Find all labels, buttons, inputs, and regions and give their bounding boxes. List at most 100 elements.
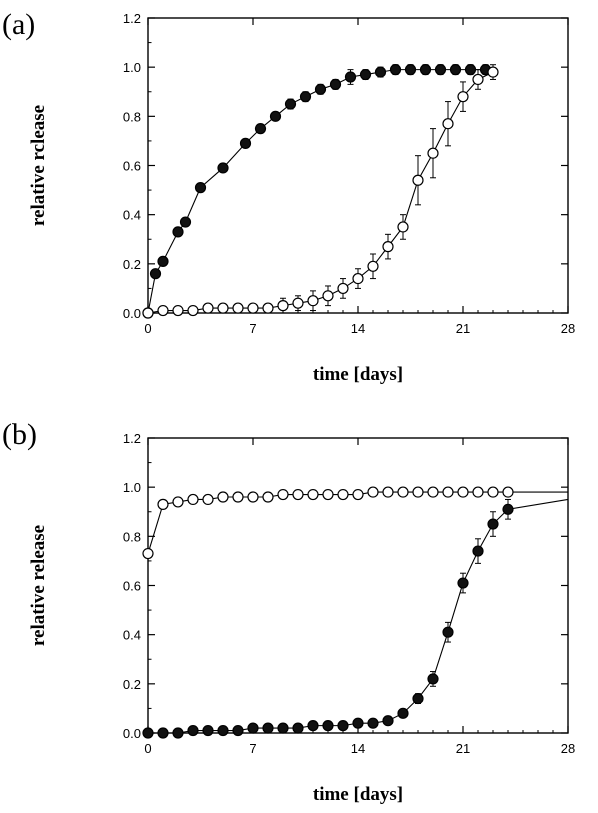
data-point bbox=[344, 71, 357, 83]
y-axis-title: relative rclease bbox=[28, 105, 49, 226]
data-point bbox=[412, 174, 424, 186]
series-open-circle-0 bbox=[142, 486, 568, 560]
data-point bbox=[292, 722, 304, 734]
data-point bbox=[299, 91, 312, 103]
data-point bbox=[367, 260, 379, 272]
data-point bbox=[487, 486, 499, 498]
x-axis-title: time [days] bbox=[313, 784, 403, 805]
data-point bbox=[352, 272, 364, 285]
data-point bbox=[157, 498, 169, 510]
data-point bbox=[472, 545, 484, 557]
data-point bbox=[442, 118, 454, 130]
y-tick-label: 0.8 bbox=[123, 529, 141, 544]
data-point bbox=[269, 110, 282, 122]
y-tick-label: 0.2 bbox=[123, 677, 141, 692]
data-point bbox=[247, 302, 259, 314]
data-point bbox=[397, 707, 409, 719]
data-point bbox=[187, 724, 199, 737]
y-tick-label: 0.4 bbox=[123, 208, 141, 223]
data-point bbox=[427, 486, 439, 498]
data-point bbox=[382, 486, 394, 498]
data-point bbox=[277, 722, 289, 734]
data-point bbox=[329, 78, 342, 90]
data-point bbox=[412, 692, 424, 705]
data-point bbox=[502, 486, 514, 498]
data-point bbox=[232, 724, 244, 737]
data-point bbox=[457, 486, 469, 498]
data-point bbox=[202, 724, 214, 737]
data-point bbox=[502, 503, 514, 515]
y-tick-label: 0.2 bbox=[123, 257, 141, 272]
data-point bbox=[397, 486, 409, 498]
y-tick-label: 1.2 bbox=[123, 431, 141, 446]
data-point bbox=[247, 722, 259, 734]
data-point bbox=[487, 518, 499, 530]
data-point bbox=[254, 123, 267, 135]
data-point bbox=[277, 488, 289, 501]
data-point bbox=[232, 302, 244, 314]
data-point bbox=[247, 491, 259, 503]
data-point bbox=[142, 307, 154, 319]
x-tick-label: 0 bbox=[144, 741, 151, 756]
data-point bbox=[404, 64, 417, 76]
data-point bbox=[397, 221, 409, 233]
x-tick-label: 7 bbox=[249, 741, 256, 756]
data-point bbox=[322, 720, 334, 732]
data-point bbox=[262, 722, 274, 734]
y-tick-label: 1.0 bbox=[123, 480, 141, 495]
data-point bbox=[239, 137, 252, 149]
data-point bbox=[217, 724, 229, 737]
data-point bbox=[472, 73, 484, 86]
x-tick-label: 14 bbox=[351, 741, 365, 756]
x-tick-label: 7 bbox=[249, 321, 256, 336]
data-point bbox=[352, 717, 364, 729]
data-point bbox=[187, 493, 199, 506]
y-tick-label: 0.8 bbox=[123, 109, 141, 124]
data-point bbox=[217, 302, 229, 314]
chart-panel-a: 0 7 14 21 28 0.0 0.2 0.4 0.6 0.8 1.0 1.2 time [days]… bbox=[28, 11, 575, 385]
data-point bbox=[337, 720, 349, 732]
data-point bbox=[367, 717, 379, 729]
panel-label-b: (b) bbox=[2, 418, 37, 451]
y-tick-label: 0.0 bbox=[123, 726, 141, 741]
series-filled-circle-1 bbox=[142, 498, 569, 739]
panel-label-a: (a) bbox=[2, 8, 36, 41]
data-point bbox=[352, 488, 364, 501]
data-point bbox=[322, 290, 334, 302]
data-point bbox=[142, 547, 154, 560]
x-tick-label: 21 bbox=[456, 321, 470, 336]
x-tick-label: 28 bbox=[561, 741, 575, 756]
data-point bbox=[172, 304, 184, 317]
data-point bbox=[322, 488, 334, 501]
plot-frame bbox=[147, 437, 569, 734]
data-point bbox=[307, 488, 319, 501]
data-point bbox=[449, 64, 462, 76]
chart-panel-b: 0 7 14 21 28 0.0 0.2 0.4 0.6 0.8 1.0 1.2 time [days]… bbox=[28, 431, 575, 805]
data-point bbox=[262, 491, 274, 503]
data-point bbox=[292, 488, 304, 501]
series-open-circle-1 bbox=[142, 64, 499, 319]
data-point bbox=[442, 626, 454, 638]
data-point bbox=[194, 182, 207, 194]
series-filled-circle-0 bbox=[142, 64, 492, 319]
y-tick-label: 0.6 bbox=[123, 579, 141, 594]
data-point bbox=[367, 486, 379, 498]
data-point bbox=[419, 64, 432, 76]
data-point bbox=[314, 83, 327, 95]
data-point bbox=[307, 295, 319, 307]
x-tick-label: 21 bbox=[456, 741, 470, 756]
data-point bbox=[427, 147, 439, 159]
data-point bbox=[142, 727, 154, 739]
data-point bbox=[434, 64, 447, 76]
data-point bbox=[149, 268, 162, 280]
data-point bbox=[187, 304, 199, 317]
data-point bbox=[457, 577, 469, 589]
data-point bbox=[172, 226, 184, 238]
y-tick-label: 1.2 bbox=[123, 11, 141, 26]
x-axis-title: time [days] bbox=[313, 364, 403, 385]
data-point bbox=[157, 727, 169, 739]
y-tick-label: 0.4 bbox=[123, 628, 141, 643]
y-axis-title: relative release bbox=[28, 525, 49, 646]
series-line bbox=[148, 498, 569, 734]
x-tick-label: 0 bbox=[144, 321, 151, 336]
